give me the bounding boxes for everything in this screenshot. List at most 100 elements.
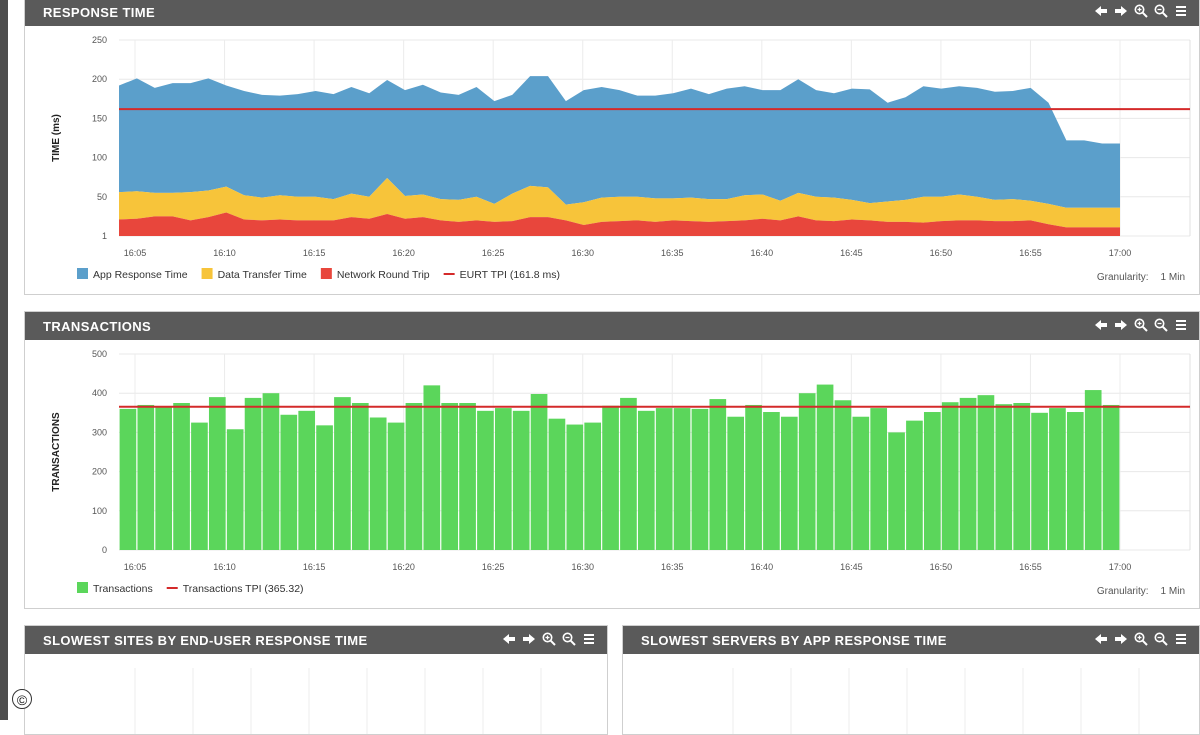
transaction-bar	[351, 403, 369, 550]
x-tick-label: 16:25	[482, 248, 505, 258]
zoom-in-icon[interactable]	[1133, 3, 1149, 19]
slowest-sites-titlebar: SLOWEST SITES BY END-USER RESPONSE TIME	[25, 626, 607, 654]
slowest-sites-title: SLOWEST SITES BY END-USER RESPONSE TIME	[43, 633, 368, 648]
arrow-left-icon[interactable]	[1093, 317, 1109, 333]
y-tick-label: 200	[92, 467, 107, 477]
transaction-bar	[727, 416, 745, 550]
y-tick-label: 300	[92, 427, 107, 437]
arrow-right-icon[interactable]	[1113, 631, 1129, 647]
transaction-bar	[602, 405, 619, 550]
legend-data-transfer-time: Data Transfer Time	[201, 268, 307, 281]
response-time-titlebar: RESPONSE TIME	[25, 0, 1199, 26]
transaction-bar	[512, 410, 530, 550]
series-area-data-transfer-time	[119, 177, 1120, 228]
transaction-bar	[244, 397, 262, 550]
legend-transactions-label: Transactions	[93, 583, 153, 595]
transaction-bar	[888, 432, 905, 550]
transaction-bar	[441, 403, 459, 550]
y-axis-label: TIME (ms)	[51, 114, 62, 162]
zoom-in-icon[interactable]	[1133, 631, 1149, 647]
slowest-servers-panel: SLOWEST SERVERS BY APP RESPONSE TIME	[622, 625, 1200, 735]
transaction-bar	[226, 429, 244, 550]
transaction-bar	[977, 395, 995, 550]
y-tick-label: 1	[102, 231, 107, 241]
legend-transactions: Transactions	[77, 582, 153, 595]
x-tick-label: 16:15	[303, 248, 326, 258]
zoom-in-icon[interactable]	[541, 631, 557, 647]
transaction-bar	[941, 402, 959, 550]
zoom-out-icon[interactable]	[1153, 3, 1169, 19]
y-tick-label: 50	[97, 192, 107, 202]
slowest-sites-toolbar	[501, 631, 597, 647]
transaction-bar	[459, 403, 476, 550]
y-tick-label: 100	[92, 506, 107, 516]
transactions-toolbar	[1093, 317, 1189, 333]
arrow-left-icon[interactable]	[501, 631, 517, 647]
transaction-bar	[1066, 412, 1084, 550]
x-tick-label: 16:15	[303, 562, 326, 572]
menu-icon[interactable]	[581, 631, 597, 647]
x-tick-label: 16:10	[213, 562, 236, 572]
transaction-bar	[709, 399, 727, 550]
x-tick-label: 16:05	[124, 562, 147, 572]
transaction-bar	[423, 385, 441, 550]
transaction-bar	[620, 397, 637, 550]
transaction-bar	[1049, 408, 1066, 550]
response-time-title: RESPONSE TIME	[43, 5, 156, 20]
arrow-right-icon[interactable]	[1113, 317, 1129, 333]
transaction-bar	[959, 397, 977, 550]
arrow-left-icon[interactable]	[1093, 631, 1109, 647]
slowest-servers-title: SLOWEST SERVERS BY APP RESPONSE TIME	[641, 633, 947, 648]
transaction-bar	[923, 412, 941, 550]
granularity-label: Granularity:	[1097, 272, 1149, 283]
legend-eurt-tpi-label: EURT TPI (161.8 ms)	[460, 269, 560, 281]
menu-icon[interactable]	[1173, 3, 1189, 19]
arrow-left-icon[interactable]	[1093, 3, 1109, 19]
x-tick-label: 16:35	[661, 562, 684, 572]
copyright-mark: ©	[12, 689, 32, 709]
menu-icon[interactable]	[1173, 317, 1189, 333]
legend-transactions-tpi-label: Transactions TPI (365.32)	[183, 583, 304, 595]
granularity-label: Granularity:	[1097, 586, 1149, 597]
zoom-in-icon[interactable]	[1133, 317, 1149, 333]
x-tick-label: 16:45	[840, 248, 863, 258]
transactions-chart: 500 400 300 200 100 0 16:05 16:10 16:15 16:20 16:2…	[51, 349, 1191, 597]
response-time-panel: RESPONSE TIME 250 200 150 100 50 1 16:05 16:10 1…	[24, 0, 1200, 295]
slowest-sites-chart	[134, 668, 542, 734]
y-tick-label: 200	[92, 74, 107, 84]
transactions-title: TRANSACTIONS	[43, 319, 152, 334]
transaction-bar	[173, 403, 190, 550]
legend-app-response-time-label: App Response Time	[93, 269, 188, 281]
zoom-out-icon[interactable]	[1153, 317, 1169, 333]
response-time-toolbar	[1093, 3, 1189, 19]
y-tick-label: 400	[92, 388, 107, 398]
x-tick-label: 17:00	[1109, 248, 1132, 258]
x-tick-label: 16:20	[392, 248, 415, 258]
transaction-bar	[1013, 403, 1031, 550]
transaction-bar	[494, 408, 512, 550]
transaction-bar	[584, 422, 602, 550]
transaction-bar	[405, 403, 423, 550]
arrow-right-icon[interactable]	[521, 631, 537, 647]
transaction-bar	[566, 424, 584, 550]
zoom-out-icon[interactable]	[561, 631, 577, 647]
menu-icon[interactable]	[1173, 631, 1189, 647]
transaction-bar	[530, 393, 548, 550]
x-tick-label: 16:50	[930, 248, 953, 258]
response-time-chart: 250 200 150 100 50 1 16:05 16:10 16:15 16:20 16:25…	[51, 35, 1191, 283]
transaction-bar	[1031, 412, 1048, 550]
transaction-bar	[387, 422, 405, 550]
transaction-bar	[316, 425, 333, 550]
x-tick-label: 16:50	[930, 562, 953, 572]
x-tick-label: 16:30	[571, 562, 594, 572]
x-tick-label: 16:05	[124, 248, 147, 258]
transaction-bar	[870, 408, 888, 550]
legend-app-response-time: App Response Time	[77, 268, 188, 281]
transaction-bar	[477, 410, 494, 550]
transaction-bar	[548, 418, 566, 550]
y-tick-label: 250	[92, 35, 107, 45]
y-tick-label: 150	[92, 113, 107, 123]
transaction-bar	[119, 408, 137, 550]
arrow-right-icon[interactable]	[1113, 3, 1129, 19]
zoom-out-icon[interactable]	[1153, 631, 1169, 647]
